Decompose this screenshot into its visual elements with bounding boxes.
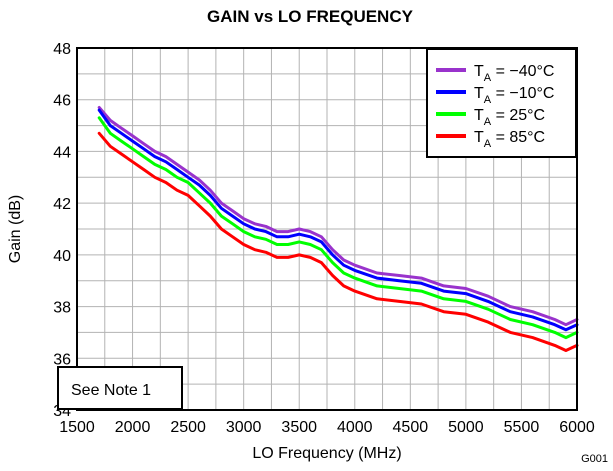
series-line-3 — [97, 131, 579, 352]
y-tick-label: 42 — [53, 196, 71, 213]
legend-items: TA = −40°CTA = −10°CTA = 25°CTA = 85°C — [436, 63, 554, 150]
note-box: See Note 1 — [57, 366, 183, 410]
chart-title: GAIN vs LO FREQUENCY — [207, 7, 414, 26]
y-tick-label: 40 — [53, 248, 71, 265]
x-tick-label: 3500 — [281, 419, 317, 436]
note-box-frame — [57, 366, 183, 410]
x-tick-labels: 1500 2000 2500 3000 3500 4000 4500 5000 5500 6000 — [59, 419, 595, 436]
note-text: See Note 1 — [71, 382, 151, 399]
x-tick-label: 1500 — [59, 419, 95, 436]
x-tick-label: 2000 — [115, 419, 151, 436]
x-tick-label: 5000 — [448, 419, 484, 436]
x-tick-label: 3000 — [226, 419, 262, 436]
x-tick-label: 5500 — [504, 419, 540, 436]
x-tick-label: 4500 — [393, 419, 429, 436]
legend-label-1: TA = −10°C — [474, 85, 554, 106]
legend: TA = −40°CTA = −10°CTA = 25°CTA = 85°C — [426, 48, 577, 158]
y-tick-label: 48 — [53, 41, 71, 58]
figure-id: G001 — [581, 453, 608, 465]
legend-box — [426, 48, 577, 158]
x-tick-label: 2500 — [170, 419, 206, 436]
y-tick-label: 38 — [53, 300, 71, 317]
legend-label-3: TA = 85°C — [474, 129, 545, 150]
plot-area-frame — [76, 47, 578, 411]
legend-label-0: TA = −40°C — [474, 63, 554, 84]
series-line-2 — [97, 116, 579, 340]
series-line-1 — [97, 108, 579, 332]
x-axis-label: LO Frequency (MHz) — [252, 445, 401, 462]
x-tick-label: 4000 — [337, 419, 373, 436]
series-layer — [97, 106, 579, 352]
y-tick-label: 44 — [53, 144, 71, 161]
y-axis-label: Gain (dB) — [7, 195, 24, 263]
legend-label-2: TA = 25°C — [474, 107, 545, 128]
y-tick-label: 36 — [53, 351, 71, 368]
series-line-0 — [97, 106, 579, 327]
x-tick-label: 6000 — [559, 419, 595, 436]
y-tick-label: 46 — [53, 93, 71, 110]
